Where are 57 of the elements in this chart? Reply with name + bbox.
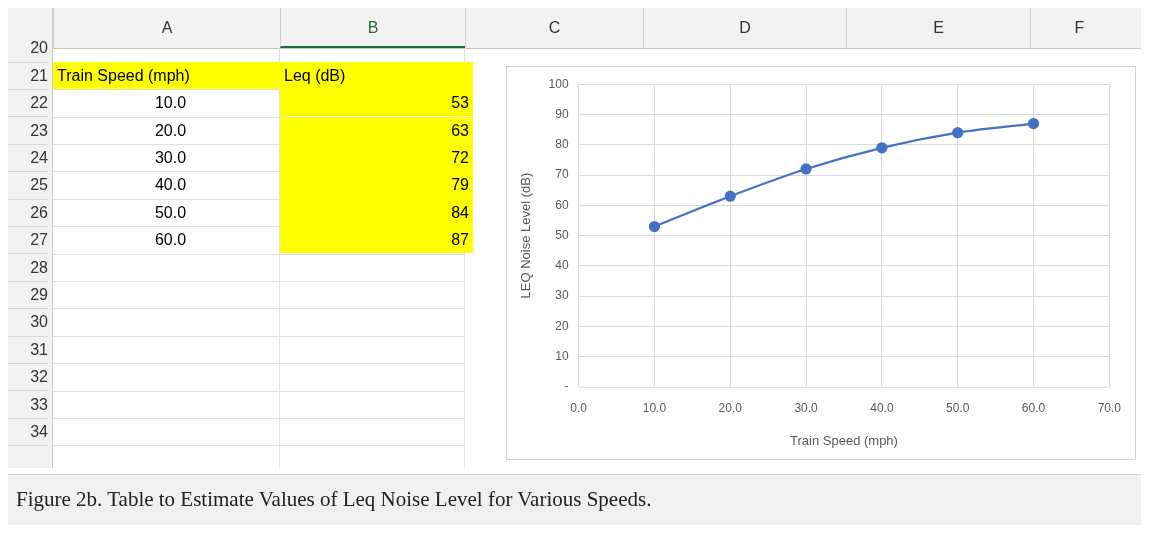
text: 31 <box>8 335 48 365</box>
text: 30.0 <box>154 148 187 166</box>
y-tick-label: 80 <box>555 137 569 152</box>
text: 29 <box>8 280 48 310</box>
x-tick-label: 10.0 <box>642 400 667 415</box>
text: D <box>643 8 846 48</box>
text: 30 <box>8 308 48 337</box>
y-tick-label: 20 <box>555 318 569 333</box>
text: 20 <box>8 34 48 63</box>
text: 79 <box>280 171 473 199</box>
text: 26 <box>8 198 48 228</box>
y-tick-label: - <box>564 379 569 394</box>
text: B <box>280 8 465 48</box>
text: 22 <box>8 89 48 118</box>
text: 32 <box>8 363 48 392</box>
text: 33 <box>8 390 48 419</box>
y-axis-title: LEQ Noise Level (dB) <box>518 172 534 299</box>
x-tick-label: 70.0 <box>1097 400 1122 415</box>
text: 63 <box>280 116 473 144</box>
text: 53 <box>280 89 473 117</box>
text: 21 <box>8 61 48 91</box>
text: F <box>1030 8 1128 48</box>
text: 60.0 <box>154 231 187 249</box>
text: 28 <box>8 253 48 282</box>
y-tick-label: 90 <box>555 106 569 121</box>
text: 20.0 <box>154 121 187 139</box>
x-axis-title: Train Speed (mph) <box>790 432 898 448</box>
x-tick-label: 0.0 <box>570 400 588 415</box>
y-tick-label: 50 <box>555 227 569 242</box>
text: 25 <box>8 171 48 200</box>
x-tick-label: 40.0 <box>870 400 894 415</box>
text: 27 <box>8 226 48 255</box>
text: 10.0 <box>154 94 187 112</box>
text: 84 <box>280 198 473 227</box>
text: Train Speed (mph) <box>57 66 190 84</box>
y-tick-label: 10 <box>555 349 569 364</box>
text: 87 <box>280 226 473 254</box>
text: 34 <box>8 417 48 447</box>
x-tick-label: 30.0 <box>794 400 819 415</box>
x-tick-label: 50.0 <box>946 400 970 415</box>
y-tick-label: 40 <box>555 258 569 273</box>
text: 72 <box>280 143 473 172</box>
text: E <box>846 8 1030 48</box>
text: 50.0 <box>154 203 187 221</box>
text: C <box>465 8 643 48</box>
caption: Figure 2b. Table to Estimate Values of Leq Noise Level for Various Speeds. <box>8 475 1141 524</box>
text: A <box>53 8 280 48</box>
text: 24 <box>8 143 48 173</box>
y-tick-label: 100 <box>548 76 569 91</box>
y-tick-label: 70 <box>555 167 569 182</box>
x-tick-label: 20.0 <box>718 400 743 415</box>
text: Leq (dB) <box>280 61 473 90</box>
x-tick-label: 60.0 <box>1021 400 1046 415</box>
y-tick-label: 30 <box>555 288 569 303</box>
text: 23 <box>8 116 48 145</box>
text: 40.0 <box>154 176 187 194</box>
y-tick-label: 60 <box>555 197 569 212</box>
